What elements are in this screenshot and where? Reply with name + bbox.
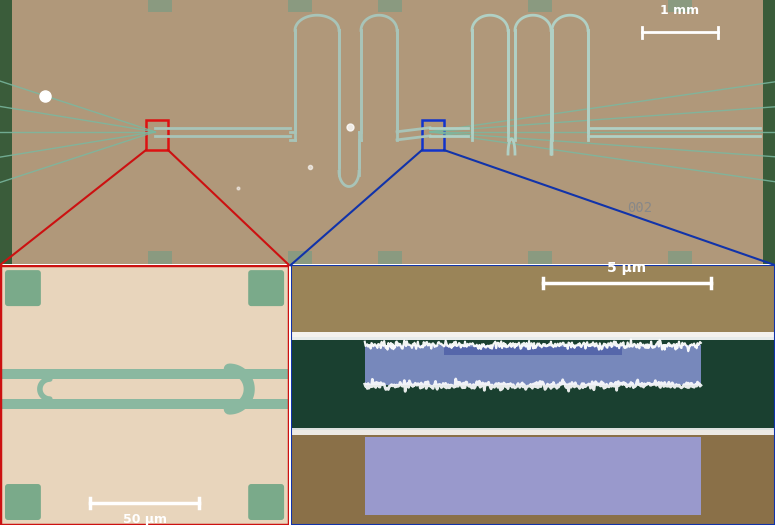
Bar	[668, 0, 692, 12]
Bar	[422, 120, 444, 150]
Text: 1 mm: 1 mm	[660, 4, 700, 17]
Bar	[574, 347, 581, 353]
Bar	[378, 0, 402, 12]
Bar	[444, 347, 622, 355]
Bar	[291, 428, 775, 435]
Bar	[148, 0, 172, 12]
Bar	[484, 347, 492, 353]
Bar	[288, 0, 312, 12]
Text: 50 μm: 50 μm	[122, 513, 167, 525]
Bar	[365, 345, 701, 385]
Bar	[365, 437, 701, 515]
Bar	[668, 251, 692, 264]
Bar	[148, 251, 172, 264]
Bar	[291, 337, 775, 430]
Bar	[288, 251, 312, 264]
Text: 002: 002	[628, 201, 653, 215]
Text: 5 μm: 5 μm	[607, 261, 646, 275]
Bar	[291, 332, 775, 340]
Bar	[0, 379, 289, 399]
Bar	[528, 251, 552, 264]
FancyBboxPatch shape	[248, 484, 284, 520]
FancyBboxPatch shape	[5, 270, 41, 306]
FancyBboxPatch shape	[5, 484, 41, 520]
FancyBboxPatch shape	[248, 270, 284, 306]
Bar	[378, 251, 402, 264]
Bar	[763, 0, 775, 264]
Bar	[50, 379, 229, 399]
Bar	[291, 430, 775, 525]
Bar	[291, 265, 775, 337]
Bar	[0, 0, 12, 264]
Bar	[146, 120, 168, 150]
Bar	[528, 0, 552, 12]
Bar	[0, 369, 289, 409]
